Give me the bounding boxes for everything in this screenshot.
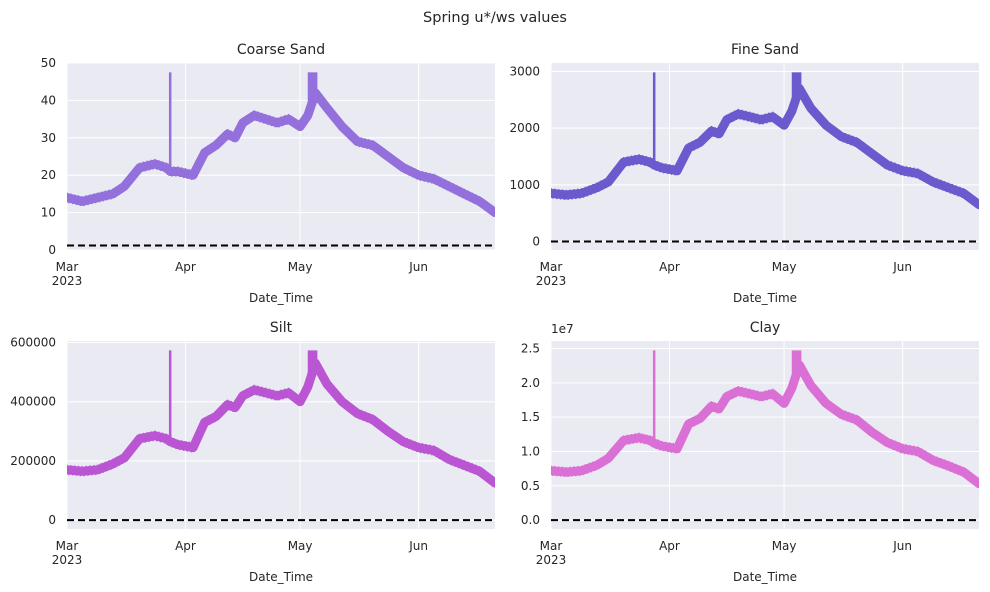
chart-2-ytick-label-3: 600000 (10, 335, 56, 349)
chart-2-plot-area (67, 341, 495, 529)
chart-1-xtick-label-1: Apr (659, 260, 680, 274)
chart-3-xtick-label-1: Apr (659, 539, 680, 553)
chart-0-ytick-label-5: 50 (41, 56, 56, 70)
chart-3-ytick-label-0: 0.0 (521, 513, 540, 527)
chart-2-xtick-label-0: Mar (56, 539, 79, 553)
chart-0-xlabel: Date_Time (249, 291, 313, 305)
chart-0-ytick-label-4: 40 (41, 93, 56, 107)
chart-1-ytick-label-3: 3000 (509, 65, 540, 79)
chart-3-xtick-label-2: May (772, 539, 797, 553)
chart-0-ytick-label-3: 30 (41, 131, 56, 145)
chart-0-series-0-line (67, 87, 494, 217)
chart-2-title: Silt (270, 320, 293, 336)
chart-2-xtick-label-3: Jun (408, 539, 428, 553)
chart-3-series-0-line (551, 359, 978, 488)
chart-0-ytick-label-1: 10 (41, 206, 56, 220)
chart-2-ytick-label-2: 400000 (10, 395, 56, 409)
chart-1-plot-area (551, 63, 979, 250)
chart-1-series-0-line (551, 83, 978, 209)
chart-3-series-0-plateau (791, 350, 802, 376)
chart-0-xtick-label-3: Jun (408, 260, 428, 274)
chart-2-series-0-plateau (307, 350, 318, 374)
chart-3-y-offset-label: 1e7 (551, 322, 574, 336)
chart-1-xtick-label-0: Mar (540, 260, 563, 274)
subplot-silt: 0 200000 400000 600000 Mar Apr May Jun 2023 Silt D… (10, 320, 495, 584)
chart-1-ytick-label-1: 1000 (509, 178, 540, 192)
chart-1-ytick-label-2: 2000 (509, 121, 540, 135)
chart-0-xtick-sublabel: 2023 (52, 274, 83, 288)
chart-1-series-0-plateau (791, 72, 802, 99)
chart-3-title: Clay (750, 320, 781, 336)
chart-0-ytick-label-0: 0 (48, 243, 56, 257)
chart-3-xlabel: Date_Time (733, 570, 797, 584)
chart-3-ytick-label-5: 2.5 (521, 342, 540, 356)
chart-0-title: Coarse Sand (237, 42, 325, 58)
chart-1-ytick-label-0: 0 (532, 235, 540, 249)
subplot-fine-sand: 0 1000 2000 3000 Mar Apr May Jun 2023 Fine Sand Da… (509, 42, 979, 305)
chart-0-xtick-label-1: Apr (175, 260, 196, 274)
chart-1-xtick-sublabel: 2023 (536, 274, 567, 288)
chart-3-xtick-sublabel: 2023 (536, 553, 567, 567)
chart-0-plot-area (67, 63, 495, 250)
chart-3-xtick-label-0: Mar (540, 539, 563, 553)
chart-2-ytick-label-1: 200000 (10, 454, 56, 468)
chart-1-xtick-label-2: May (772, 260, 797, 274)
chart-3-ytick-label-1: 0.5 (521, 479, 540, 493)
chart-2-xtick-label-1: Apr (175, 539, 196, 553)
subplot-coarse-sand: 0 10 20 30 40 50 Mar Apr May Jun 2023 Coarse Sand Da… (41, 42, 495, 305)
chart-3-ytick-label-2: 1.0 (521, 444, 540, 458)
chart-1-xlabel: Date_Time (733, 291, 797, 305)
chart-1-title: Fine Sand (731, 42, 799, 58)
chart-2-series-0-line (67, 358, 494, 487)
chart-3-plot-area (551, 341, 979, 529)
chart-2-ytick-label-0: 0 (48, 513, 56, 527)
chart-3-ytick-label-3: 1.5 (521, 410, 540, 424)
chart-3-ytick-label-4: 2.0 (521, 376, 540, 390)
chart-2-xlabel: Date_Time (249, 570, 313, 584)
figure-title: Spring u*/ws values (423, 10, 567, 26)
chart-0-xtick-label-0: Mar (56, 260, 79, 274)
chart-1-xtick-label-3: Jun (892, 260, 912, 274)
chart-3-xtick-label-3: Jun (892, 539, 912, 553)
chart-2-xtick-sublabel: 2023 (52, 553, 83, 567)
chart-0-ytick-label-2: 20 (41, 168, 56, 182)
chart-0-xtick-label-2: May (288, 260, 313, 274)
chart-2-xtick-label-2: May (288, 539, 313, 553)
subplot-clay: 0.0 0.5 1.0 1.5 2.0 2.5 Mar Apr May Jun 2023 Clay Da… (521, 320, 979, 584)
chart-0-series-0-plateau (307, 72, 318, 103)
